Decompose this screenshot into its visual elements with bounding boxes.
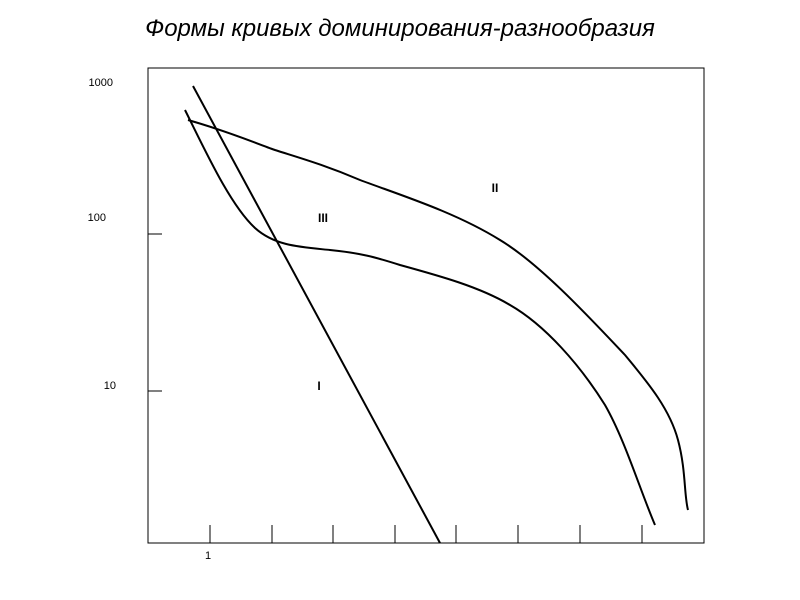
x-tick-label: 1 bbox=[205, 550, 211, 562]
plot-frame bbox=[147, 67, 705, 544]
y-tick-label: 10 bbox=[104, 380, 116, 392]
curve-label: III bbox=[318, 211, 328, 225]
curve-iii bbox=[184, 109, 656, 526]
curve-label: II bbox=[492, 181, 499, 195]
y-tick-label: 100 bbox=[88, 212, 106, 224]
y-tick-label: 1000 bbox=[89, 77, 113, 89]
curve-i bbox=[192, 85, 441, 544]
curve-ii bbox=[187, 119, 689, 511]
y-ticks bbox=[148, 233, 162, 392]
x-ticks bbox=[209, 525, 643, 543]
curve-label: I bbox=[317, 379, 320, 393]
title: Формы кривых доминирования-разнообразия bbox=[145, 15, 655, 42]
